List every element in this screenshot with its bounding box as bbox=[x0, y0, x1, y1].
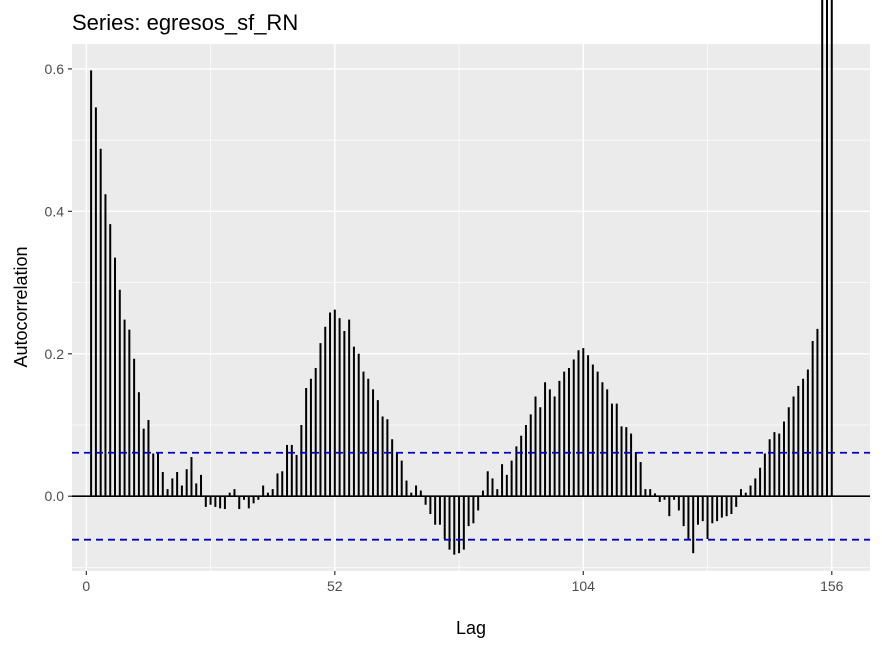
confidence-lines bbox=[72, 451, 870, 541]
x-tick-label-3: 156 bbox=[820, 578, 844, 594]
y-tick-label-0: 0.0 bbox=[45, 488, 65, 504]
y-axis-title: Autocorrelation bbox=[11, 246, 31, 367]
x-axis: 0 52 104 156 bbox=[82, 571, 844, 594]
y-tick-label-1: 0.2 bbox=[45, 346, 65, 362]
y-axis: 0.0 0.2 0.4 0.6 bbox=[45, 61, 72, 504]
x-tick-label-0: 0 bbox=[82, 578, 90, 594]
chart-title: Series: egresos_sf_RN bbox=[72, 10, 298, 35]
y-tick-label-2: 0.4 bbox=[45, 203, 65, 219]
x-axis-title: Lag bbox=[456, 618, 486, 638]
acf-bars bbox=[90, 0, 833, 555]
x-tick-label-2: 104 bbox=[572, 578, 596, 594]
y-tick-label-3: 0.6 bbox=[45, 61, 65, 77]
x-tick-label-1: 52 bbox=[327, 578, 343, 594]
plot-panel bbox=[72, 44, 870, 571]
grid-minor bbox=[72, 44, 870, 571]
